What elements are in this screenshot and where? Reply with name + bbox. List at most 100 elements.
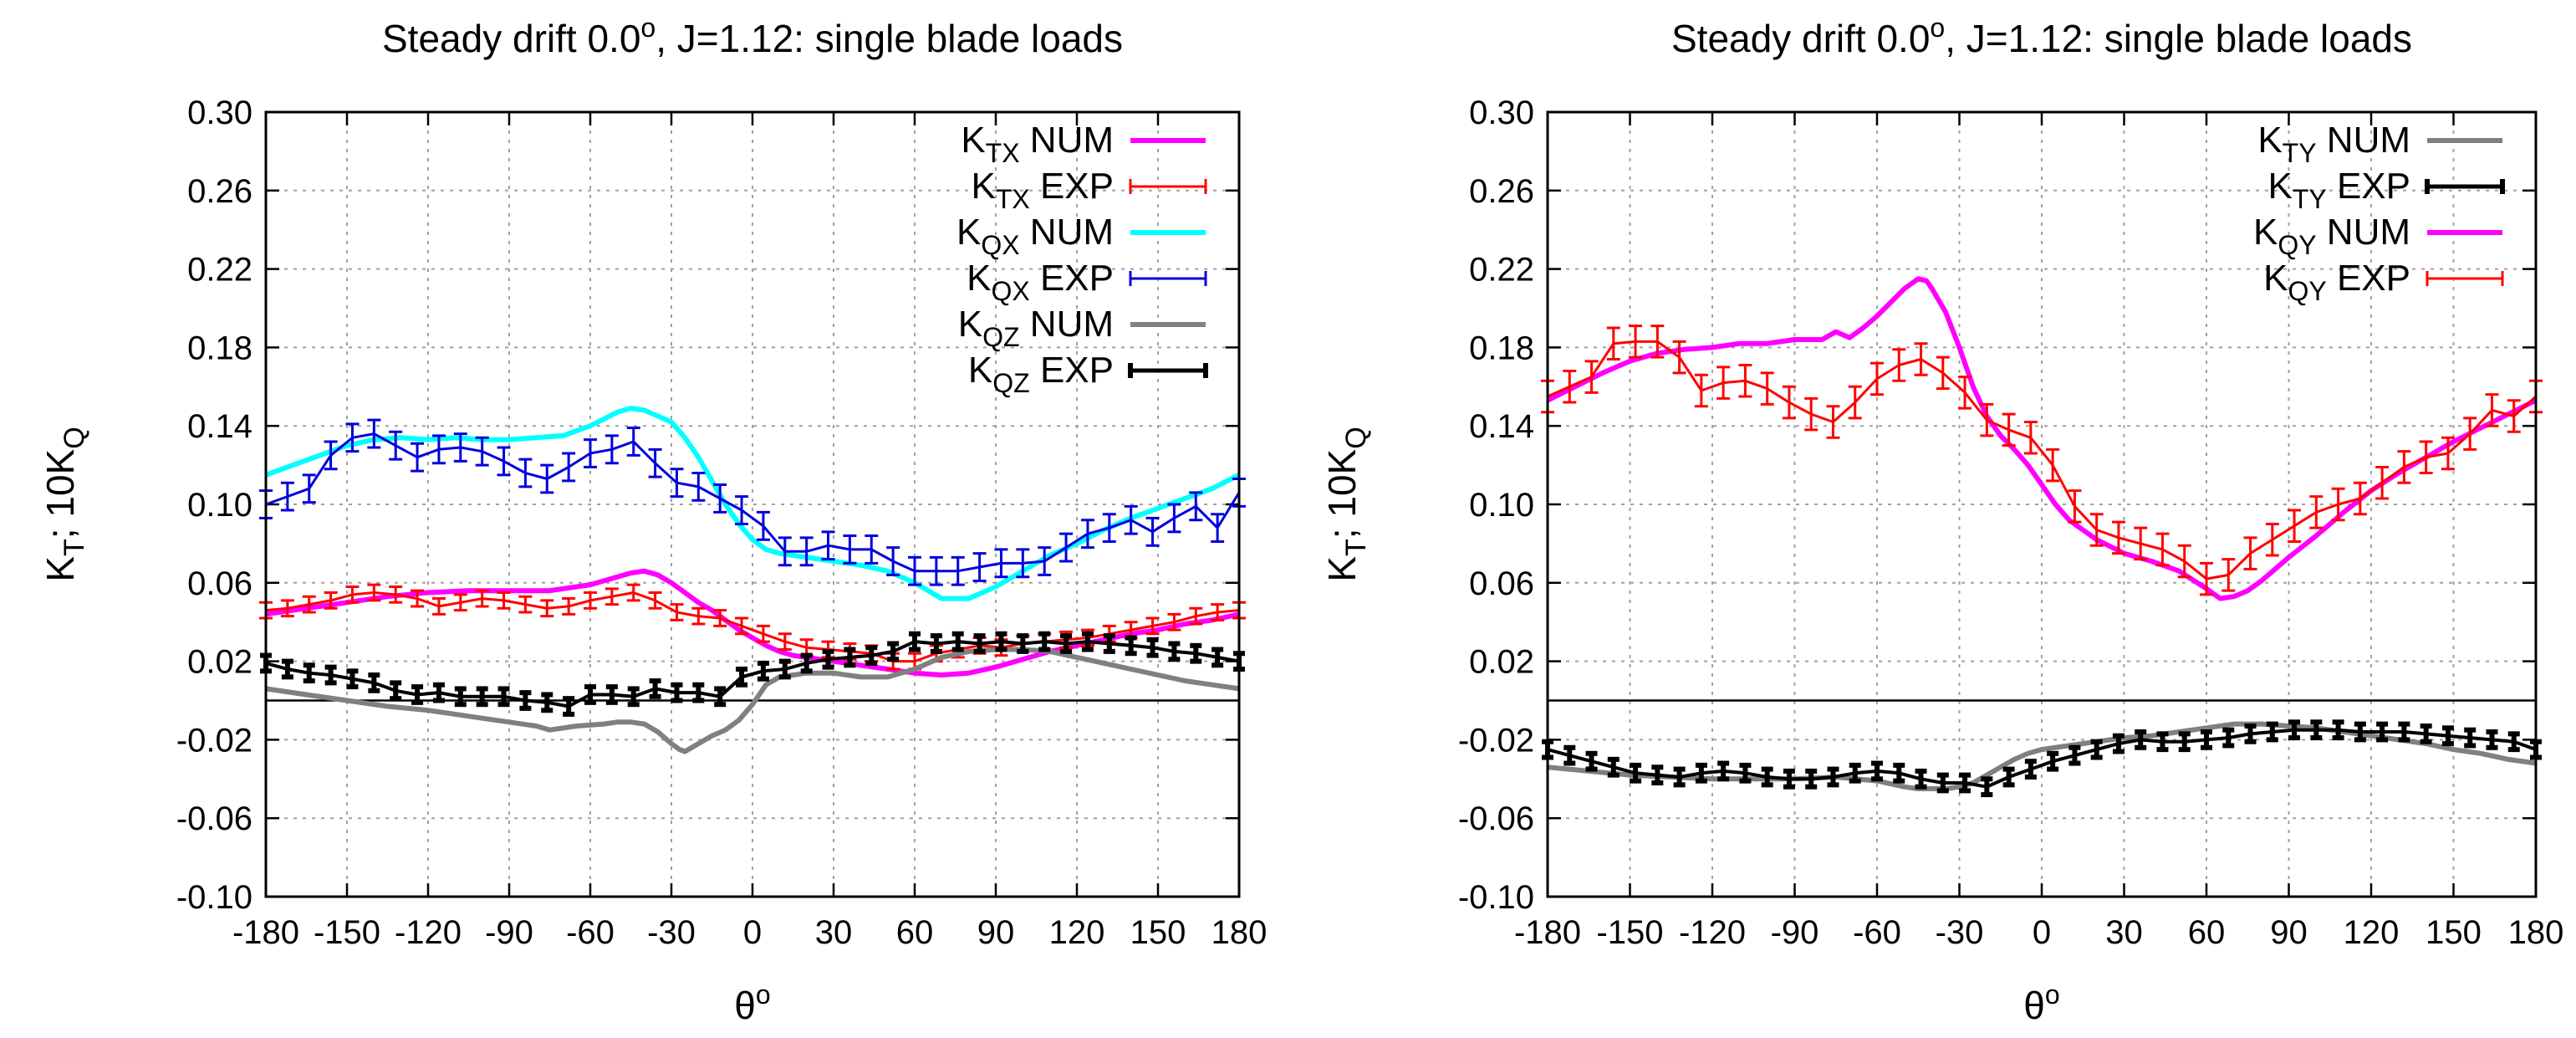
chart1-series-qx-exp-line — [265, 432, 1241, 573]
chart2-legend-qy-exp-label: KQY EXP — [2263, 258, 2410, 306]
chart2-series-qy-exp-line — [1547, 340, 2537, 580]
chart2-series-qy-num — [1546, 276, 2538, 601]
chart1-y-tick-label: 0.18 — [187, 330, 252, 366]
chart1-series-tx-num — [265, 568, 1240, 678]
chart2-x-axis-label-theta: θ — [2023, 984, 2045, 1027]
chart1-y-label-sub2: Q — [59, 427, 90, 448]
chart2-series-ty-exp-line — [1547, 728, 2537, 789]
chart2-y-tick-label: -0.06 — [1458, 800, 1534, 837]
chart1-x-axis-label: θo — [734, 979, 770, 1027]
chart2-legend-ty-num-sub: TY — [2283, 138, 2317, 168]
chart2-series-qy-exp — [1541, 325, 2543, 596]
chart1-legend-tx-num-label: KTX NUM — [961, 120, 1114, 168]
chart1-title-degree: o — [640, 13, 655, 43]
chart2-x-tick-label: -180 — [1514, 914, 1581, 951]
chart2-y-label-sub2: Q — [1340, 427, 1372, 448]
chart2-title-degree: o — [1930, 13, 1945, 43]
chart1-series-qz-exp — [260, 631, 1245, 717]
chart1-legend-tx-num-tag: NUM — [1020, 120, 1114, 161]
chart1-legend-qx-exp-tag: EXP — [1030, 258, 1114, 299]
chart2-y-tick-label: 0.14 — [1469, 408, 1534, 445]
chart2-x-tick-label: 30 — [2105, 914, 2143, 951]
chart1-legend-qz-num-sub: QZ — [982, 322, 1019, 352]
chart1-y-tick-label: 0.10 — [187, 487, 252, 524]
chart2-y-tick-label: 0.22 — [1469, 252, 1534, 289]
chart2-y-tick-label: 0.06 — [1469, 565, 1534, 602]
chart1-legend-qx-exp-sub: QX — [991, 276, 1029, 306]
chart2-x-tick-label: -60 — [1853, 914, 1901, 951]
chart1-series-tx-num-line — [265, 568, 1240, 678]
chart1-legend-qz-num-label: KQZ NUM — [958, 304, 1114, 352]
chart2-y-label-k1: K — [1320, 556, 1364, 582]
chart1-group: Steady drift 0.0o, J=1.12: single blade … — [38, 13, 1267, 1027]
chart2-x-tick-label: -120 — [1679, 914, 1746, 951]
chart1-title-main: Steady drift 0.0 — [382, 17, 640, 60]
chart1-y-tick-label: 0.02 — [187, 644, 252, 681]
chart2-x-tick-label: 90 — [2270, 914, 2308, 951]
chart1-x-tick-label: 30 — [815, 914, 853, 951]
chart1-legend-qx-exp-sym: K — [967, 258, 991, 299]
chart2-title: Steady drift 0.0o, J=1.12: single blade … — [1671, 13, 2412, 60]
chart2-series-qy-num-line — [1546, 276, 2538, 601]
chart1-y-label-k1: K — [38, 556, 82, 582]
chart1-x-tick-label: 90 — [977, 914, 1015, 951]
chart1-x-tick-label: -90 — [485, 914, 533, 951]
chart1-legend-qz-num-sym: K — [958, 304, 982, 345]
chart2-legend-ty-num-label: KTY NUM — [2257, 120, 2410, 168]
chart1-x-tick-label: -120 — [395, 914, 462, 951]
chart1-y-tick-label: -0.02 — [176, 722, 252, 759]
chart1-series-qx-exp — [259, 418, 1246, 586]
chart1-x-axis-label-degree: o — [756, 979, 771, 1010]
chart2-group: Steady drift 0.0o, J=1.12: single blade … — [1320, 13, 2563, 1027]
chart1-legend-qz-exp-sub: QZ — [992, 368, 1029, 398]
chart2-y-axis-label: KT; 10KQ — [1320, 427, 1372, 581]
chart2-series-ty-exp — [1542, 719, 2542, 798]
chart2-x-tick-label: 150 — [2426, 914, 2482, 951]
chart1-series-qz-exp-line — [265, 640, 1240, 708]
chart1-legend-tx-exp-label: KTX EXP — [971, 166, 1114, 214]
chart1-x-tick-label: 60 — [896, 914, 934, 951]
chart1-x-tick-label: 150 — [1130, 914, 1186, 951]
chart2-legend-ty-num-sym: K — [2257, 120, 2282, 161]
chart2-x-axis-label: θo — [2023, 979, 2059, 1027]
chart1-legend-tx-exp-sym: K — [971, 166, 995, 207]
chart1-legend-qx-num-sym: K — [956, 212, 981, 253]
chart1-legend-qx-exp-label: KQX EXP — [967, 258, 1114, 306]
chart2-y-tick-label: 0.30 — [1469, 95, 1534, 131]
chart2-x-tick-label: -30 — [1936, 914, 1984, 951]
chart1-x-tick-label: 120 — [1049, 914, 1105, 951]
chart2-legend-ty-exp-label: KTY EXP — [2267, 166, 2410, 214]
chart2-x-tick-label: 120 — [2344, 914, 2400, 951]
chart1-x-tick-label: -60 — [566, 914, 615, 951]
chart2-legend-ty-exp-sub: TY — [2293, 184, 2327, 214]
chart1-x-axis-label-theta: θ — [734, 984, 756, 1027]
chart2-y-tick-label: 0.02 — [1469, 644, 1534, 681]
chart1-title-suffix: , J=1.12: single blade loads — [655, 17, 1123, 60]
chart1-y-tick-label: 0.14 — [187, 408, 252, 445]
chart1-plot-frame — [264, 110, 1241, 898]
chart1-y-axis-label: KT; 10KQ — [38, 427, 90, 581]
chart2-x-axis-label-degree: o — [2045, 979, 2060, 1010]
chart1-y-label-sub1: T — [59, 539, 90, 556]
chart2-y-tick-label: 0.10 — [1469, 487, 1534, 524]
chart2-legend-qy-exp-sub: QY — [2288, 276, 2326, 306]
chart1-legend-tx-exp-tag: EXP — [1030, 166, 1114, 207]
chart1-legend-tx-num-sub: TX — [986, 138, 1020, 168]
chart1-x-tick-label: -180 — [232, 914, 299, 951]
chart1-y-tick-label: 0.22 — [187, 252, 252, 289]
chart2-title-suffix: , J=1.12: single blade loads — [1945, 17, 2412, 60]
chart2-legend-qy-num-sym: K — [2253, 212, 2278, 253]
chart2-y-label-sub1: T — [1340, 539, 1372, 556]
chart1-series-qz-num — [265, 647, 1240, 754]
chart1-legend-qx-num-label: KQX NUM — [956, 212, 1114, 260]
chart2-x-tick-label: 60 — [2188, 914, 2226, 951]
chart2-legend-ty-exp-sym: K — [2267, 166, 2292, 207]
chart2-plot-frame — [1546, 110, 2538, 898]
chart2-legend-qy-exp-sym: K — [2263, 258, 2288, 299]
chart1-y-tick-label: 0.26 — [187, 173, 252, 210]
chart1-legend-qz-num-tag: NUM — [1020, 304, 1114, 345]
chart1-series-qx-num — [264, 406, 1241, 601]
chart1-title: Steady drift 0.0o, J=1.12: single blade … — [382, 13, 1123, 60]
chart1-y-tick-label: -0.06 — [176, 800, 252, 837]
